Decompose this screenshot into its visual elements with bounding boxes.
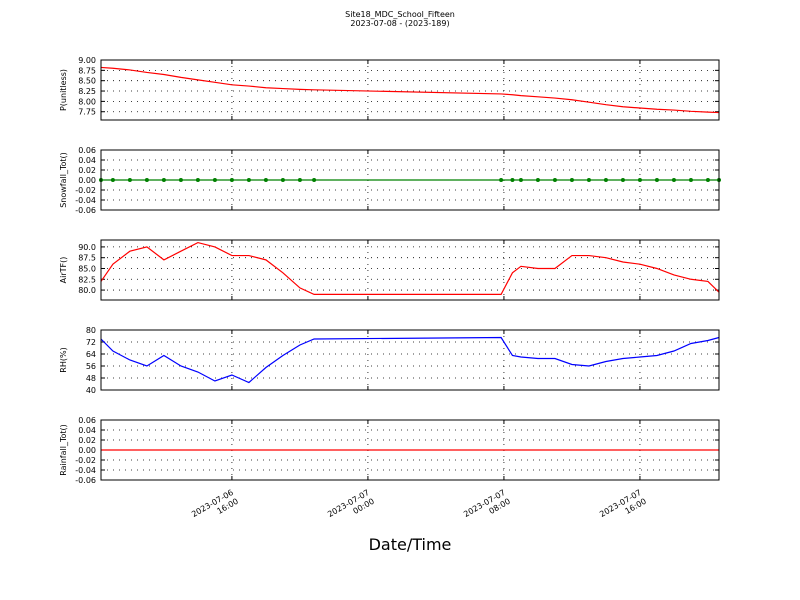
y-tick-label: -0.06 bbox=[75, 206, 96, 215]
y-tick-label: 72 bbox=[86, 338, 96, 347]
data-point bbox=[212, 178, 217, 182]
y-tick-label: 8.25 bbox=[78, 87, 96, 96]
y-tick-label: 0.02 bbox=[78, 436, 96, 445]
y-tick-label: 64 bbox=[86, 350, 96, 359]
data-point bbox=[110, 178, 115, 182]
title: Site18_MDC_School_Fifteen bbox=[345, 10, 455, 19]
y-axis-label: RH(%) bbox=[59, 347, 68, 372]
y-tick-label: 8.00 bbox=[78, 97, 96, 106]
y-tick-label: 0.06 bbox=[78, 146, 96, 155]
data-point bbox=[620, 178, 625, 182]
data-point bbox=[671, 178, 676, 182]
y-tick-label: 80 bbox=[86, 326, 96, 335]
data-point bbox=[280, 178, 285, 182]
plot-frame bbox=[100, 149, 720, 211]
y-tick-label: -0.04 bbox=[75, 196, 96, 205]
y-tick-label: 0.06 bbox=[78, 416, 96, 425]
data-point bbox=[552, 178, 557, 182]
data-line bbox=[100, 336, 720, 384]
y-tick-label: 8.75 bbox=[78, 66, 96, 75]
y-tick-label: 0.02 bbox=[78, 166, 96, 175]
data-point bbox=[569, 178, 574, 182]
data-line bbox=[100, 241, 720, 295]
y-tick-label: -0.02 bbox=[75, 186, 96, 195]
y-tick-label: 0.00 bbox=[78, 446, 96, 455]
data-point bbox=[161, 178, 166, 182]
y-axis-label: Snowfall_Tot() bbox=[59, 152, 68, 208]
data-point bbox=[229, 178, 234, 182]
data-point bbox=[178, 178, 183, 182]
data-point bbox=[535, 178, 540, 182]
data-point bbox=[705, 178, 710, 182]
data-point bbox=[499, 178, 504, 182]
y-axis-label: Rainfall_Tot() bbox=[59, 424, 68, 476]
y-tick-label: 40 bbox=[86, 386, 96, 395]
y-tick-label: 82.5 bbox=[78, 275, 96, 284]
plot-frame bbox=[100, 239, 720, 301]
data-point bbox=[246, 178, 251, 182]
y-tick-label: 0.04 bbox=[78, 426, 96, 435]
plot-frame bbox=[100, 59, 720, 121]
data-point bbox=[144, 178, 149, 182]
y-tick-label: 0.04 bbox=[78, 156, 96, 165]
y-tick-label: 80.0 bbox=[78, 286, 96, 295]
data-point bbox=[195, 178, 200, 182]
y-axis-label: P(unitless) bbox=[59, 69, 68, 111]
data-point bbox=[688, 178, 693, 182]
y-tick-label: 48 bbox=[86, 374, 96, 383]
y-tick-label: 56 bbox=[86, 362, 96, 371]
data-point bbox=[637, 178, 642, 182]
y-tick-label: 87.5 bbox=[78, 254, 96, 263]
data-point bbox=[312, 178, 317, 182]
x-axis-label: Date/Time bbox=[369, 535, 452, 554]
y-tick-label: 90.0 bbox=[78, 243, 96, 252]
data-point bbox=[297, 178, 302, 182]
y-tick-label: 9.00 bbox=[78, 56, 96, 65]
y-tick-label: 85.0 bbox=[78, 264, 96, 273]
y-axis-label: AirTF() bbox=[59, 257, 68, 284]
data-point bbox=[127, 178, 132, 182]
data-point bbox=[654, 178, 659, 182]
y-tick-label: 0.00 bbox=[78, 176, 96, 185]
data-point bbox=[518, 178, 523, 182]
data-point bbox=[586, 178, 591, 182]
data-point bbox=[263, 178, 268, 182]
data-line bbox=[100, 66, 720, 114]
data-point bbox=[603, 178, 608, 182]
subtitle: 2023-07-08 - (2023-189) bbox=[350, 19, 449, 28]
y-tick-label: 7.75 bbox=[78, 108, 96, 117]
data-point bbox=[510, 178, 515, 182]
y-tick-label: 8.50 bbox=[78, 77, 96, 86]
y-tick-label: -0.06 bbox=[75, 476, 96, 485]
y-tick-label: -0.02 bbox=[75, 456, 96, 465]
plot-frame bbox=[100, 329, 720, 391]
plot-frame bbox=[100, 419, 720, 481]
y-tick-label: -0.04 bbox=[75, 466, 96, 475]
